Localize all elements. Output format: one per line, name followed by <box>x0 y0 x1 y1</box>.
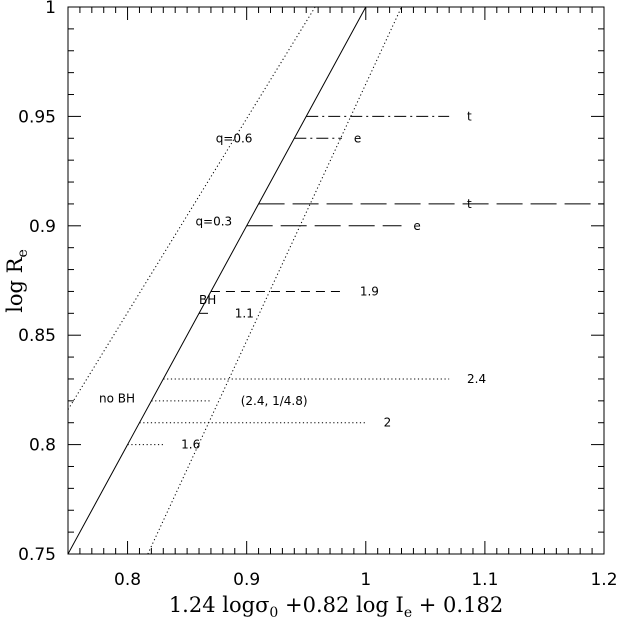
plot-frame <box>67 6 605 555</box>
x-tick-label: 1 <box>360 570 371 590</box>
ticks-group <box>67 6 605 555</box>
diagonal-solid-line <box>68 7 367 554</box>
y-axis-title: log Re <box>3 249 31 313</box>
y-title-sub: e <box>15 249 31 257</box>
y-title-main: log R <box>3 256 27 312</box>
y-tick-label: 0.75 <box>18 545 56 565</box>
x-title-main: 1.24 log <box>169 593 255 617</box>
segment-label: 1.1 <box>235 306 254 320</box>
segment-label: 1.9 <box>360 284 379 298</box>
y-tick-label: 0.9 <box>29 217 56 237</box>
annotation-label: no BH <box>99 392 135 406</box>
annotation-label: q=0.3 <box>195 214 232 228</box>
y-tick-label: 0.8 <box>29 436 56 456</box>
segment-label: e <box>413 219 420 233</box>
segment-label: 2 <box>384 416 392 430</box>
text-group: 0.8 0.9 1 1.1 1.2 0.75 0.8 0.85 0.9 0.95 1 t e t e 1.9 1… <box>18 0 617 590</box>
diagonal-dotted-line <box>68 7 316 410</box>
diagonal-dotted-line <box>147 7 402 554</box>
x-tick-label: 1.1 <box>471 570 498 590</box>
segment-label: t <box>467 197 472 211</box>
x-title-sigma-sub: 0 <box>269 605 278 620</box>
annotation-label: BH <box>199 293 216 307</box>
y-tick-label: 0.95 <box>18 107 56 127</box>
segment-label: e <box>354 131 361 145</box>
x-title-rest: +0.82 log I <box>278 593 403 617</box>
x-tick-label: 1.2 <box>590 570 617 590</box>
segment-label: (2.4, 1/4.8) <box>241 394 308 408</box>
x-title-tail: + 0.182 <box>412 593 503 617</box>
data-group <box>68 7 604 554</box>
y-tick-label: 0.85 <box>18 326 56 346</box>
x-axis-title: 1.24 logσ0 +0.82 log Ie + 0.182 <box>169 593 503 620</box>
x-title-sigma: σ <box>255 593 269 617</box>
segment-label: 1.6 <box>181 438 200 452</box>
segment-label: t <box>467 109 472 123</box>
x-title-ie-sub: e <box>404 605 412 620</box>
y-tick-label: 1 <box>45 0 56 18</box>
x-tick-label: 0.9 <box>233 570 260 590</box>
segment-label: 2.4 <box>467 372 486 386</box>
x-tick-label: 0.8 <box>114 570 141 590</box>
annotation-label: q=0.6 <box>216 131 253 145</box>
plot-frame-group <box>67 6 605 555</box>
